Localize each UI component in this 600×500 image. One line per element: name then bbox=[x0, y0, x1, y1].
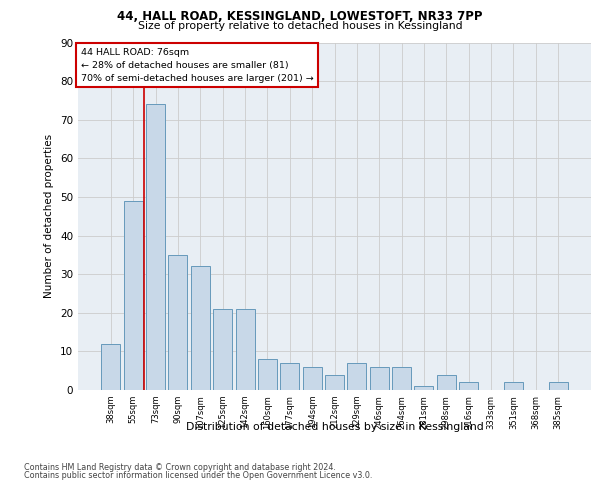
Bar bbox=[236, 309, 254, 390]
Bar bbox=[146, 104, 165, 390]
Y-axis label: Number of detached properties: Number of detached properties bbox=[44, 134, 55, 298]
Bar bbox=[302, 367, 322, 390]
Text: Contains public sector information licensed under the Open Government Licence v3: Contains public sector information licen… bbox=[24, 472, 373, 480]
Bar bbox=[347, 363, 367, 390]
Bar bbox=[370, 367, 389, 390]
Bar bbox=[504, 382, 523, 390]
Bar bbox=[213, 309, 232, 390]
Bar bbox=[280, 363, 299, 390]
Bar bbox=[459, 382, 478, 390]
Bar bbox=[124, 201, 143, 390]
Bar bbox=[415, 386, 433, 390]
Text: Distribution of detached houses by size in Kessingland: Distribution of detached houses by size … bbox=[186, 422, 484, 432]
Bar bbox=[392, 367, 411, 390]
Text: Size of property relative to detached houses in Kessingland: Size of property relative to detached ho… bbox=[137, 21, 463, 31]
Text: 44 HALL ROAD: 76sqm
← 28% of detached houses are smaller (81)
70% of semi-detach: 44 HALL ROAD: 76sqm ← 28% of detached ho… bbox=[80, 48, 313, 83]
Bar bbox=[325, 374, 344, 390]
Bar bbox=[191, 266, 210, 390]
Bar bbox=[258, 359, 277, 390]
Bar bbox=[169, 255, 187, 390]
Bar bbox=[548, 382, 568, 390]
Text: 44, HALL ROAD, KESSINGLAND, LOWESTOFT, NR33 7PP: 44, HALL ROAD, KESSINGLAND, LOWESTOFT, N… bbox=[117, 10, 483, 23]
Bar bbox=[437, 374, 456, 390]
Bar bbox=[101, 344, 121, 390]
Text: Contains HM Land Registry data © Crown copyright and database right 2024.: Contains HM Land Registry data © Crown c… bbox=[24, 462, 336, 471]
